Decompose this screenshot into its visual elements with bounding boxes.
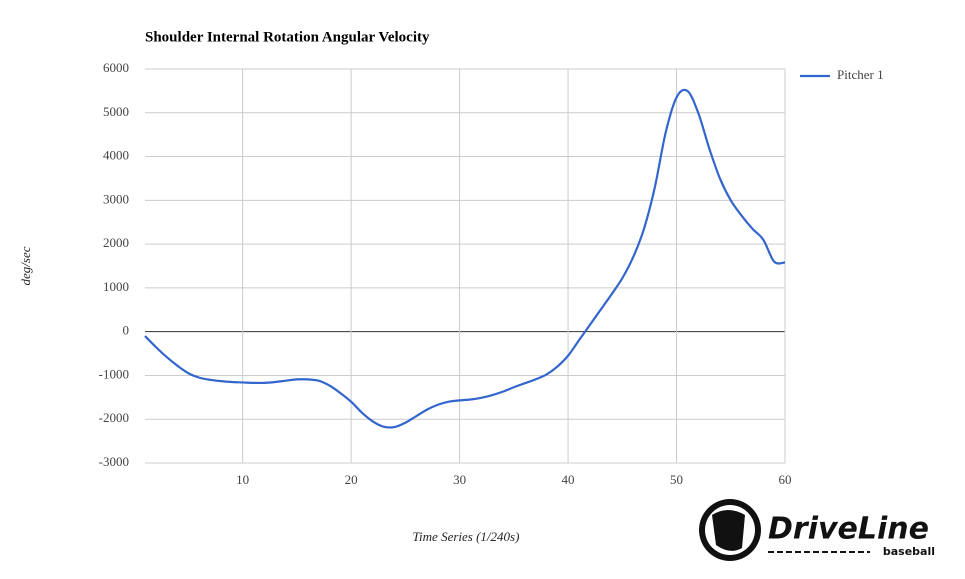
y-tick-label: 6000 (103, 60, 129, 75)
y-tick-label: -3000 (99, 454, 129, 469)
y-tick-label: 2000 (103, 235, 129, 250)
y-tick-label: 3000 (103, 191, 129, 206)
y-tick-label: -1000 (99, 366, 129, 381)
y-tick-label: 0 (123, 323, 130, 338)
logo: DriveLine baseball (699, 499, 935, 561)
legend-label: Pitcher 1 (837, 67, 884, 82)
x-tick-label: 40 (562, 472, 575, 487)
x-tick-label: 60 (779, 472, 792, 487)
chart-title: Shoulder Internal Rotation Angular Veloc… (145, 29, 430, 45)
y-tick-label: 5000 (103, 104, 129, 119)
x-axis-title: Time Series (1/240s) (413, 529, 520, 544)
logo-name: DriveLine (768, 512, 929, 547)
data-line (144, 88, 786, 429)
y-tick-label: 4000 (103, 148, 129, 163)
y-tick-label: -2000 (99, 410, 129, 425)
x-tick-label: 20 (345, 472, 358, 487)
logo-sub: baseball (883, 545, 935, 558)
x-tick-label: 50 (670, 472, 683, 487)
x-tick-label: 30 (453, 472, 466, 487)
y-tick-label: 1000 (103, 279, 129, 294)
x-tick-label: 10 (236, 472, 249, 487)
logo-figure (712, 510, 745, 551)
y-axis-title: deg/sec (18, 246, 33, 285)
